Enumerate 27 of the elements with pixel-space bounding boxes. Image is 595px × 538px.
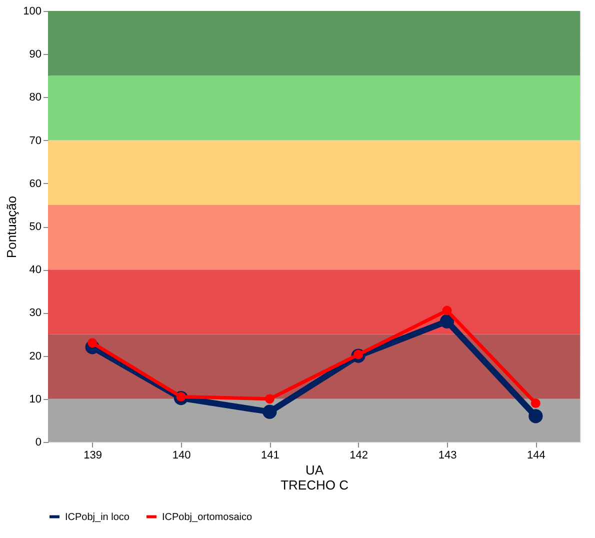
legend-label: ICPobj_ortomosaico: [162, 512, 252, 523]
y-tick-label: 80: [29, 92, 42, 104]
y-tick-label: 20: [29, 350, 42, 362]
y-tick-label: 70: [29, 134, 42, 147]
y-tick-label: 0: [35, 436, 42, 448]
x-tick-label: 141: [260, 450, 280, 462]
y-tick-label: 40: [29, 264, 42, 276]
y-tick-label: 50: [29, 221, 42, 233]
x-axis-title: UA TRECHO C: [280, 462, 348, 492]
y-tick-label: 90: [29, 48, 42, 61]
y-axis-title: Pontuação: [4, 196, 20, 258]
x-tick-label: 144: [526, 450, 546, 462]
point: [530, 398, 540, 408]
x-tick-label: 143: [438, 450, 457, 462]
point: [262, 404, 277, 419]
y-tick-label: 100: [23, 6, 42, 18]
x-tick-label: 142: [350, 450, 368, 462]
y-tick-label: 10: [29, 393, 42, 406]
x-tick-label: 140: [172, 450, 191, 462]
point: [440, 314, 454, 328]
point: [528, 409, 543, 424]
legend-label: ICPobj_in loco: [65, 512, 130, 523]
point: [442, 306, 452, 316]
x-tick-label: 139: [84, 450, 102, 462]
point: [264, 394, 274, 404]
y-tick-label: 30: [29, 307, 42, 320]
y-tick-label: 60: [29, 178, 42, 190]
